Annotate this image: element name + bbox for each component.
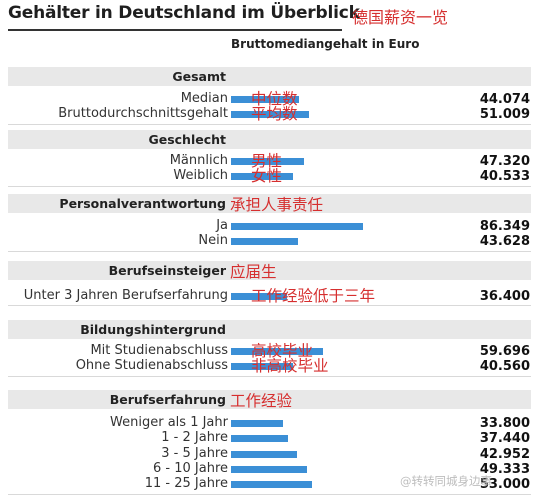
group-heading: Berufserfahrung bbox=[109, 392, 226, 407]
group-note: 工作经验 bbox=[230, 392, 293, 410]
group-divider bbox=[8, 123, 531, 125]
data-bar bbox=[231, 450, 297, 458]
data-value: 33.800 bbox=[479, 416, 530, 431]
data-bar bbox=[231, 96, 299, 103]
data-bar bbox=[231, 238, 298, 246]
title-rule bbox=[8, 29, 342, 31]
row-note: 中位数 bbox=[251, 90, 298, 108]
row-note: 非高校毕业 bbox=[251, 357, 329, 376]
data-value: 59.696 bbox=[479, 344, 530, 359]
group-note: 应届生 bbox=[230, 263, 277, 281]
row-label: Weiblich bbox=[173, 168, 228, 184]
row-label: Nein bbox=[198, 233, 228, 249]
data-bar bbox=[231, 420, 283, 427]
row-label: Median bbox=[180, 91, 228, 106]
group-band bbox=[8, 67, 531, 86]
title-note: 德国薪资一览 bbox=[352, 8, 449, 27]
data-bar bbox=[231, 435, 288, 443]
chart-subtitle: Bruttomediangehalt in Euro bbox=[231, 37, 420, 51]
data-value: 47.320 bbox=[479, 154, 530, 169]
row-note: 男性 bbox=[251, 152, 283, 170]
row-label: Weniger als 1 Jahr bbox=[110, 415, 228, 430]
row-label: 11 - 25 Jahre bbox=[144, 476, 228, 492]
data-value: 37.440 bbox=[479, 431, 530, 447]
data-bar bbox=[231, 111, 309, 119]
row-label: Mit Studienabschluss bbox=[90, 343, 228, 358]
row-label: Bruttodurchschnittsgehalt bbox=[58, 106, 228, 122]
row-note: 女性 bbox=[251, 167, 283, 186]
group-divider bbox=[8, 305, 531, 307]
group-band bbox=[8, 320, 531, 339]
group-heading: Geschlecht bbox=[148, 132, 226, 147]
group-divider bbox=[8, 250, 531, 252]
row-label: Männlich bbox=[169, 153, 228, 168]
data-value: 86.349 bbox=[479, 219, 530, 234]
data-bar bbox=[231, 223, 363, 230]
group-heading: Bildungshintergrund bbox=[80, 322, 226, 337]
data-value: 49.333 bbox=[479, 461, 530, 477]
row-label: Ohne Studienabschluss bbox=[75, 358, 228, 374]
row-note: 高校毕业 bbox=[251, 342, 314, 360]
row-label: 3 - 5 Jahre bbox=[161, 445, 228, 461]
page-title: Gehälter in Deutschland im Überblick bbox=[8, 3, 360, 23]
data-value: 40.560 bbox=[479, 359, 530, 375]
row-note: 工作经验低于三年 bbox=[251, 287, 376, 305]
group-heading: Gesamt bbox=[172, 69, 226, 84]
data-value: 43.628 bbox=[479, 234, 530, 250]
row-label: Unter 3 Jahren Berufserfahrung bbox=[23, 288, 228, 303]
data-value: 51.009 bbox=[479, 107, 530, 123]
data-value: 44.074 bbox=[479, 92, 530, 107]
row-label: 1 - 2 Jahre bbox=[161, 430, 228, 446]
group-divider bbox=[8, 493, 531, 495]
row-label: 6 - 10 Jahre bbox=[153, 460, 228, 476]
data-bar bbox=[231, 173, 293, 181]
group-heading: Berufseinsteiger bbox=[108, 263, 226, 278]
data-bar bbox=[231, 293, 287, 300]
data-value: 53.000 bbox=[479, 477, 530, 493]
row-note: 平均数 bbox=[251, 105, 298, 124]
group-divider bbox=[8, 185, 531, 187]
data-value: 36.400 bbox=[479, 289, 530, 304]
group-band bbox=[8, 390, 531, 409]
data-bar bbox=[231, 158, 304, 165]
group-heading: Personalverantwortung bbox=[59, 196, 226, 211]
data-bar bbox=[231, 481, 312, 489]
group-divider bbox=[8, 375, 531, 377]
group-band bbox=[8, 194, 531, 213]
data-bar bbox=[231, 348, 323, 355]
data-value: 40.533 bbox=[479, 169, 530, 185]
data-bar bbox=[231, 465, 307, 473]
watermark: @转转同城身边事 bbox=[400, 474, 492, 488]
data-value: 42.952 bbox=[479, 446, 530, 462]
group-note: 承担人事责任 bbox=[230, 196, 324, 214]
data-bar bbox=[231, 363, 293, 371]
row-label: Ja bbox=[216, 218, 228, 233]
group-band bbox=[8, 130, 531, 149]
group-band bbox=[8, 261, 531, 280]
